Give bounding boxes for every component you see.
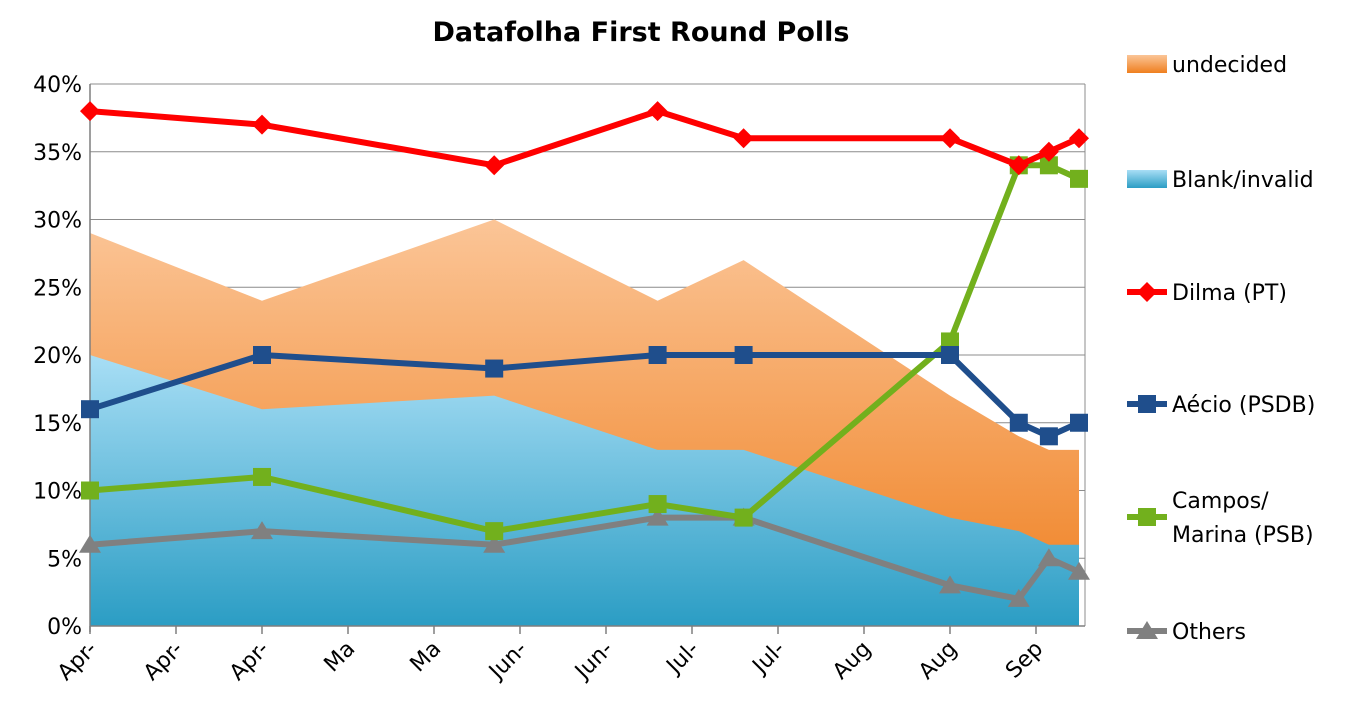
- legend-label: undecided: [1172, 53, 1287, 78]
- legend-marker: [1136, 621, 1158, 639]
- point-dilma-pt: [940, 128, 960, 149]
- point-others: [251, 521, 273, 540]
- legend-item-undecided: undecided: [1127, 53, 1287, 78]
- series-dilma-pt: [80, 101, 1089, 176]
- y-tick-label: 30%: [33, 209, 82, 234]
- point-campos-marina-psb: [81, 481, 99, 500]
- x-tick-label: Aug: [914, 637, 962, 685]
- y-tick-label: 5%: [47, 547, 82, 572]
- point-campos-marina-psb: [648, 495, 667, 514]
- point-dilma-pt: [252, 114, 272, 135]
- point-campos-marina-psb: [941, 332, 959, 351]
- legend-label: Blank/invalid: [1172, 168, 1314, 193]
- point-dilma-pt: [647, 101, 668, 122]
- point-others: [483, 534, 506, 553]
- x-tick-label: Apr-: [53, 637, 102, 686]
- point-dilma-pt: [1008, 155, 1029, 176]
- point-others: [1037, 548, 1060, 567]
- y-tick-label: 0%: [47, 615, 82, 640]
- point-campos-marina-psb: [253, 467, 271, 486]
- point-campos-marina-psb: [734, 508, 753, 527]
- y-tick-label: 10%: [33, 480, 82, 505]
- legend-item-others: Others: [1127, 620, 1246, 645]
- point-a-cio-psdb: [1039, 427, 1058, 446]
- point-others: [1068, 561, 1090, 580]
- point-dilma-pt: [1038, 141, 1059, 162]
- legend-item-a-cio-psdb: Aécio (PSDB): [1127, 393, 1315, 418]
- x-tick-label: Aug: [828, 637, 876, 685]
- x-tick-label: Jun-: [569, 637, 618, 686]
- legend-label: Others: [1172, 620, 1246, 645]
- y-tick-label: 20%: [33, 344, 82, 369]
- line-dilma-pt: [89, 108, 1081, 169]
- point-a-cio-psdb: [485, 359, 504, 378]
- chart-title: Datafolha First Round Polls: [433, 17, 850, 48]
- legend-item-dilma-pt: Dilma (PT): [1127, 281, 1287, 306]
- point-campos-marina-psb: [485, 522, 504, 541]
- x-tick-label: Jul-: [747, 637, 790, 680]
- y-tick-label: 40%: [33, 73, 82, 98]
- area-series: [90, 219, 1079, 626]
- point-a-cio-psdb: [1070, 413, 1088, 432]
- x-tick-label: Apr-: [139, 637, 188, 686]
- legend-item-campos-marina-psb: Campos/Marina (PSB): [1127, 489, 1314, 548]
- x-tick-label: Jul-: [661, 637, 704, 680]
- y-tick-label: 25%: [33, 276, 82, 301]
- legend-label: Campos/Marina (PSB): [1172, 489, 1314, 548]
- point-a-cio-psdb: [253, 346, 271, 364]
- point-others: [646, 507, 669, 526]
- point-dilma-pt: [80, 101, 100, 122]
- point-a-cio-psdb: [1009, 413, 1028, 432]
- line-series: [79, 101, 1090, 607]
- legend-item-blank-invalid: Blank/invalid: [1127, 168, 1314, 193]
- x-tick-label: Jun-: [483, 637, 532, 686]
- x-tick-label: Ma: [406, 637, 447, 678]
- point-a-cio-psdb: [81, 400, 99, 419]
- point-dilma-pt: [484, 155, 505, 176]
- legend-label: Dilma (PT): [1172, 281, 1287, 306]
- legend-swatch: [1127, 55, 1167, 73]
- y-tick-label: 15%: [33, 412, 82, 437]
- legend-label: Aécio (PSDB): [1172, 393, 1315, 418]
- legend-marker: [1137, 282, 1157, 302]
- point-dilma-pt: [733, 128, 754, 149]
- series-campos-marina-psb: [81, 156, 1088, 541]
- y-tick-label: 35%: [33, 141, 82, 166]
- point-campos-marina-psb: [1070, 169, 1088, 188]
- point-campos-marina-psb: [1039, 156, 1058, 175]
- point-others: [939, 575, 961, 594]
- legend-marker: [1138, 508, 1156, 526]
- point-others: [79, 534, 101, 553]
- series-a-cio-psdb: [81, 346, 1088, 446]
- point-a-cio-psdb: [648, 346, 667, 364]
- x-tick-label: Apr-: [225, 637, 274, 686]
- legend-marker: [1138, 395, 1156, 413]
- point-a-cio-psdb: [941, 346, 959, 364]
- legend-swatch: [1127, 170, 1167, 188]
- point-dilma-pt: [1069, 128, 1089, 149]
- x-tick-label: Ma: [320, 637, 361, 678]
- point-others: [1007, 588, 1030, 607]
- point-a-cio-psdb: [734, 346, 753, 364]
- area-blank-invalid: [90, 355, 1079, 626]
- x-tick-label: Sep: [1001, 637, 1048, 684]
- legend: undecided Blank/invalid Dilma (PT) Aécio (P…: [1127, 53, 1315, 645]
